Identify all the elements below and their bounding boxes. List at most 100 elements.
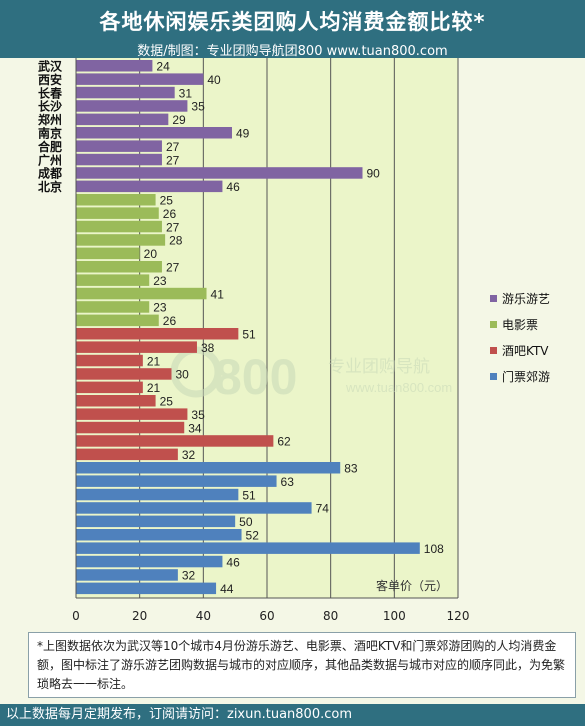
- data-label: 34: [188, 421, 202, 435]
- footnote: *上图数据依次为武汉等10个城市4月份游乐游艺、电影票、酒吧KTV和门票郊游团购…: [28, 632, 576, 698]
- data-label: 62: [277, 435, 291, 449]
- legend-swatch: [490, 295, 497, 302]
- data-label: 51: [242, 328, 256, 342]
- data-label: 30: [176, 368, 190, 382]
- bar: [76, 287, 207, 300]
- data-label: 21: [147, 354, 161, 368]
- category-label: 武汉: [38, 59, 63, 74]
- x-axis-label: 客单价（元）: [376, 578, 448, 593]
- watermark: 800 专业团购导航 www.tuan800.com: [170, 346, 452, 405]
- data-label: 20: [144, 247, 158, 261]
- data-label: 23: [153, 301, 167, 315]
- bar: [76, 408, 188, 420]
- bar: [76, 475, 277, 487]
- bar: [76, 555, 223, 568]
- footer: 以上数据每月定期发布，订阅请访问：zixun.tuan800.com: [0, 704, 585, 726]
- category-label: 西安: [38, 72, 62, 87]
- bar: [76, 234, 166, 246]
- data-label: 46: [226, 180, 240, 194]
- bar: [76, 153, 162, 166]
- bar: [76, 113, 169, 126]
- bar: [76, 180, 223, 193]
- x-tick-label: 100: [383, 609, 406, 623]
- bar: [76, 60, 153, 72]
- value-labels: 2440313529492727904625262728202723412326…: [144, 60, 444, 597]
- legend-swatch: [490, 347, 497, 354]
- bar: [76, 274, 150, 286]
- bar: [76, 488, 239, 501]
- bar-chart: 800 专业团购导航 www.tuan800.com 2440313529492…: [38, 58, 550, 623]
- bar: [76, 368, 172, 380]
- bar: [76, 421, 185, 434]
- category-label: 南京: [38, 126, 62, 141]
- bar: [76, 328, 239, 340]
- data-label: 38: [201, 341, 215, 355]
- data-label: 52: [246, 529, 260, 543]
- bar: [76, 261, 162, 273]
- data-label: 28: [169, 234, 183, 248]
- category-label: 长春: [38, 85, 63, 100]
- data-label: 40: [207, 73, 221, 87]
- data-label: 108: [424, 542, 444, 556]
- bar: [76, 127, 232, 139]
- data-label: 35: [191, 408, 205, 422]
- data-label: 26: [163, 207, 177, 221]
- data-label: 49: [236, 127, 250, 141]
- data-label: 27: [166, 153, 180, 167]
- data-label: 25: [160, 194, 174, 208]
- category-label: 合肥: [38, 139, 62, 154]
- category-label: 北京: [38, 179, 62, 194]
- data-label: 31: [179, 86, 193, 100]
- legend-label: 电影票: [502, 318, 538, 332]
- bar: [76, 435, 274, 447]
- bar: [76, 314, 159, 327]
- data-label: 26: [163, 314, 177, 328]
- bar: [76, 502, 312, 514]
- chart-header: 各地休闲娱乐类团购人均消费金额比较* 数据/制图：专业团购导航团800 www.…: [0, 0, 585, 59]
- bar: [76, 194, 156, 206]
- data-label: 21: [147, 381, 161, 395]
- bar: [76, 354, 143, 367]
- data-label: 24: [156, 60, 170, 74]
- bar: [76, 100, 188, 112]
- chart-subtitle: 数据/制图：专业团购导航团800 www.tuan800.com: [137, 44, 448, 59]
- bar: [76, 73, 204, 85]
- bar: [76, 569, 178, 581]
- x-tick-label: 40: [196, 609, 211, 623]
- bar: [76, 207, 159, 219]
- data-label: 44: [220, 582, 234, 596]
- data-label: 25: [160, 395, 174, 409]
- bar: [76, 515, 236, 528]
- data-label: 23: [153, 274, 167, 288]
- legend-swatch: [490, 373, 497, 380]
- bar: [76, 542, 420, 554]
- legend-label: 游乐游艺: [502, 292, 550, 306]
- watermark-url: www.tuan800.com: [345, 380, 452, 395]
- bar: [76, 301, 150, 313]
- bar: [76, 86, 175, 99]
- data-label: 50: [239, 515, 253, 529]
- legend-label: 酒吧KTV: [502, 344, 549, 358]
- category-label: 广州: [38, 152, 62, 167]
- bar: [76, 395, 156, 407]
- bar: [76, 381, 143, 394]
- x-tick-label: 80: [323, 609, 338, 623]
- data-label: 32: [182, 448, 196, 462]
- bar: [76, 341, 197, 353]
- data-label: 41: [211, 287, 225, 301]
- x-tick-labels: 0 20 40 60 80 100 120: [72, 609, 469, 623]
- bar: [76, 582, 217, 595]
- x-tick-label: 120: [447, 609, 470, 623]
- bar: [76, 247, 140, 260]
- category-label: 成都: [38, 166, 62, 181]
- data-label: 27: [166, 220, 180, 234]
- data-label: 46: [226, 555, 240, 569]
- data-label: 32: [182, 569, 196, 583]
- data-label: 27: [166, 261, 180, 275]
- x-tick-label: 20: [132, 609, 147, 623]
- bar: [76, 167, 363, 179]
- bar: [76, 448, 178, 461]
- category-label: 长沙: [38, 99, 62, 114]
